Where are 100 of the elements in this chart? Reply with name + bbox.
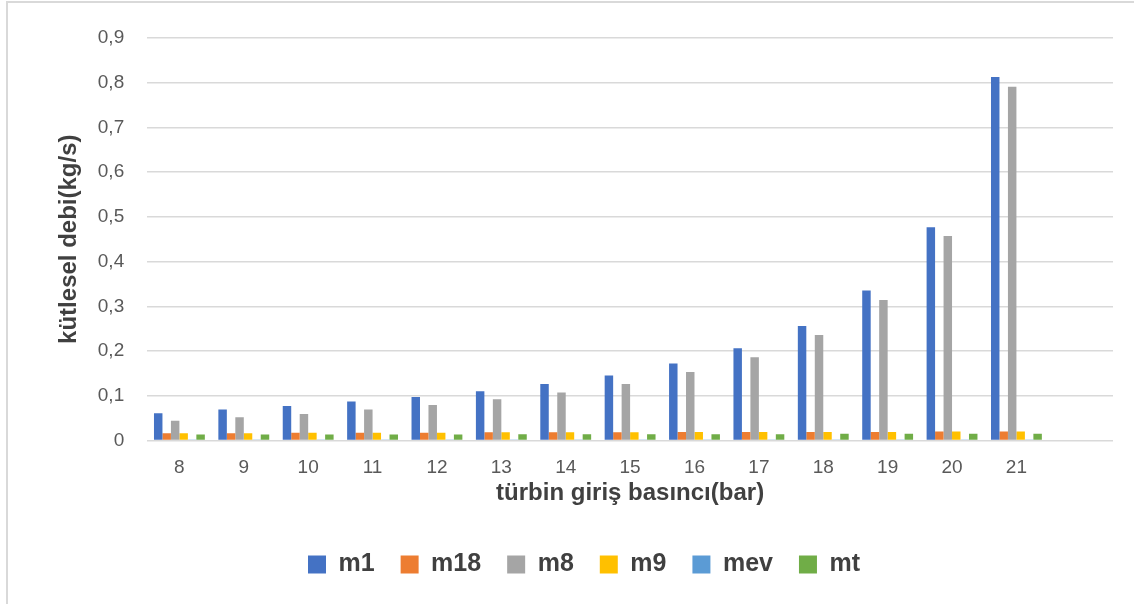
- x-axis-title: türbin giriş basıncı(bar): [496, 478, 765, 506]
- x-tick-label: 15: [619, 456, 641, 478]
- x-tick-label: 16: [683, 456, 706, 478]
- bar: [582, 434, 592, 440]
- bar: [235, 417, 244, 440]
- legend-label: m1: [338, 548, 375, 577]
- x-tick-label: 14: [555, 456, 577, 478]
- y-axis-title: kütlesel debi(kg/s): [54, 134, 82, 344]
- bar: [952, 431, 961, 440]
- y-tick-label: 0,7: [97, 115, 125, 137]
- bar: [758, 431, 768, 440]
- legend-label: m9: [630, 548, 667, 577]
- bar: [419, 432, 429, 440]
- bar: [260, 434, 270, 440]
- bar: [347, 401, 356, 440]
- bar: [436, 432, 446, 440]
- bar: [325, 434, 334, 440]
- x-tick-label: 18: [812, 456, 834, 478]
- bar: [170, 420, 180, 440]
- bar: [604, 375, 614, 440]
- bar: [999, 431, 1008, 440]
- bar: [428, 405, 437, 440]
- bar: [935, 431, 944, 440]
- bar: [968, 433, 978, 440]
- bar: [669, 363, 678, 440]
- bar: [870, 431, 880, 440]
- bar: [1033, 433, 1042, 440]
- bar: [565, 432, 575, 440]
- bar: [291, 432, 300, 440]
- bar: [162, 433, 171, 440]
- bar: [411, 397, 420, 440]
- legend-label: mev: [722, 548, 774, 577]
- bar: [926, 227, 936, 440]
- x-tick-label: 12: [426, 456, 448, 478]
- bar: [299, 414, 309, 440]
- bar: [862, 290, 871, 440]
- x-tick-label: 21: [1005, 456, 1027, 478]
- bar: [557, 392, 566, 440]
- bar: [179, 433, 188, 440]
- y-tick-label: 0,1: [97, 383, 125, 405]
- y-tick-label: 0,8: [97, 70, 125, 92]
- bar: [887, 431, 897, 440]
- bar: [389, 434, 398, 440]
- y-tick-label: 0,5: [97, 205, 125, 227]
- bar: [630, 432, 639, 440]
- legend-label: mt: [829, 548, 861, 577]
- bar: [711, 434, 720, 440]
- x-tick-label: 11: [362, 456, 383, 478]
- bar: [453, 434, 463, 440]
- bar: [806, 431, 815, 440]
- y-tick-label: 0,3: [97, 294, 125, 316]
- bar: [677, 431, 687, 440]
- bar: [741, 431, 751, 440]
- y-tick-label: 0,4: [97, 249, 125, 271]
- bar: [943, 236, 953, 440]
- x-tick-label: 9: [238, 456, 250, 478]
- bar: [492, 399, 502, 440]
- bar: [475, 391, 485, 440]
- bar: [540, 384, 549, 440]
- bar: [372, 432, 382, 440]
- bar: [1016, 431, 1025, 440]
- x-tick-label: 13: [490, 456, 512, 478]
- bar: [733, 348, 742, 440]
- y-tick-label: 0: [113, 428, 125, 450]
- bar: [797, 325, 807, 440]
- bar: [243, 433, 253, 440]
- bar: [518, 434, 527, 440]
- bar: [879, 300, 888, 440]
- bar: [840, 433, 849, 440]
- bar: [775, 434, 785, 440]
- bar: [226, 433, 236, 440]
- bar: [196, 434, 205, 440]
- bar: [218, 409, 227, 440]
- bar: [647, 434, 656, 440]
- x-tick-label: 10: [297, 456, 319, 478]
- bar: [484, 432, 493, 440]
- bar: [621, 384, 631, 440]
- bar: [904, 433, 914, 440]
- bar: [282, 405, 292, 440]
- bar: [501, 432, 510, 440]
- bar: [750, 357, 759, 440]
- y-tick-label: 0,6: [97, 160, 125, 182]
- legend-label: m18: [431, 548, 482, 577]
- bar: [990, 76, 1000, 440]
- bar: [364, 409, 373, 440]
- bar: [1007, 86, 1017, 440]
- bar: [613, 432, 622, 440]
- bar: [308, 432, 317, 440]
- bar: [694, 431, 703, 440]
- x-tick-label: 17: [748, 456, 770, 478]
- legend-label: m8: [537, 548, 574, 577]
- x-tick-label: 8: [174, 456, 185, 478]
- bar: [686, 371, 695, 440]
- x-tick-label: 20: [941, 456, 963, 478]
- bar: [814, 334, 824, 440]
- x-tick-label: 19: [877, 456, 899, 478]
- bar: [153, 413, 163, 440]
- y-tick-label: 0,2: [97, 339, 125, 361]
- bar: [548, 432, 558, 440]
- bar: [355, 432, 365, 440]
